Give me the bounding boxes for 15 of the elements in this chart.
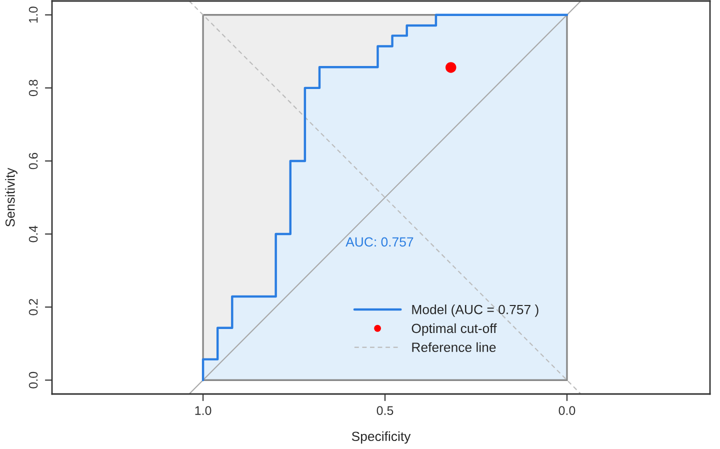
- y-tick-label: 0.2: [28, 299, 38, 316]
- y-tick-label: 0.0: [28, 372, 38, 388]
- y-tick-label: 0.4: [28, 226, 38, 242]
- legend-label: Reference line: [412, 342, 496, 352]
- y-tick-label: 1.0: [28, 6, 38, 23]
- y-tick-label: 0.8: [28, 80, 38, 96]
- annotation: AUC: 0.757: [346, 237, 414, 247]
- x-tick-label: 1.0: [195, 406, 212, 415]
- y-axis-title: Sensitivity: [5, 168, 18, 227]
- legend-label: Optimal cut-off: [412, 323, 497, 336]
- x-tick-label: 0.5: [376, 406, 394, 415]
- y-tick-label: 0.6: [28, 152, 38, 170]
- legend-label: Model (AUC = 0.757 ): [412, 304, 538, 317]
- x-tick-label: 0.0: [558, 406, 576, 415]
- x-axis-title: Specificity: [352, 431, 411, 444]
